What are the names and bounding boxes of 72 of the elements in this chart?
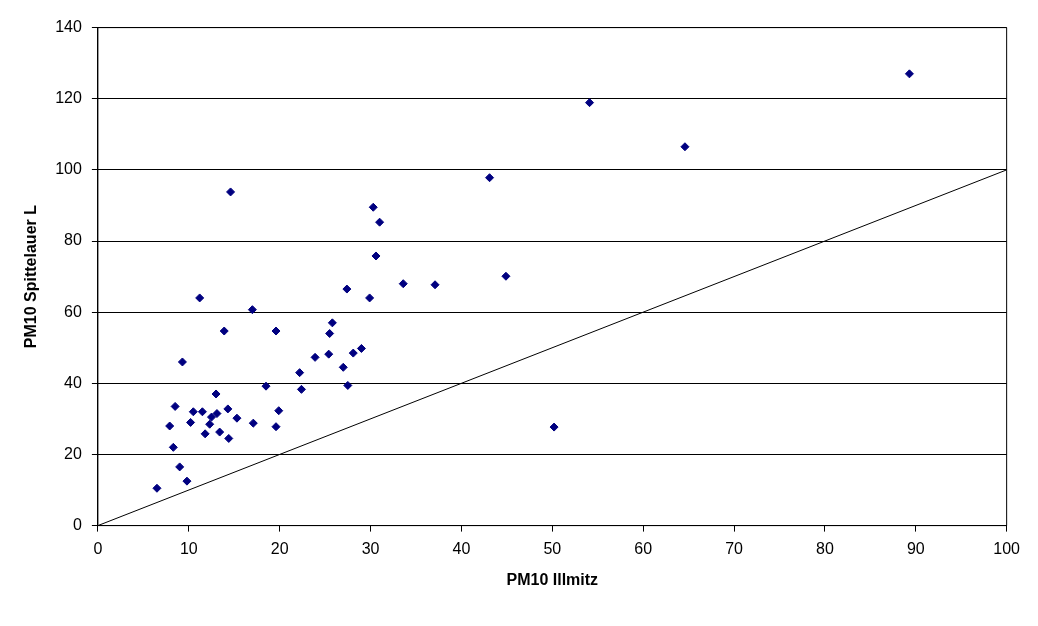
y-tick-label: 0 [72,516,82,534]
point [212,409,222,419]
point [904,69,914,79]
x-tick-label: 10 [179,539,198,557]
y-tick-label: 120 [55,89,82,107]
point [549,422,559,432]
point [365,293,375,303]
point [197,407,207,417]
x-tick-label: 70 [725,539,744,557]
y-tick-label: 100 [55,160,82,178]
point [224,433,234,443]
point [195,293,205,303]
point [371,251,381,261]
x-tick-label: 90 [906,539,925,557]
point [325,329,335,339]
point [398,279,408,289]
x-tick-label: 40 [452,539,471,557]
y-tick-label: 80 [64,231,82,249]
point [585,98,595,108]
point [310,352,320,362]
point [205,419,215,429]
x-tick-label: 80 [816,539,834,557]
point [170,401,180,411]
point [295,368,305,378]
y-tick-label: 20 [64,444,82,462]
point [680,142,690,152]
point [206,412,216,422]
y-axis-title: PM10 Spittelauer L [22,204,40,349]
point [232,413,242,423]
point [375,217,385,227]
point [168,442,178,452]
x-tick-label: 100 [993,539,1021,557]
point [219,326,229,336]
y-tick-label: 60 [64,302,82,320]
point [175,462,185,472]
point [188,407,198,417]
y-tick-label: 40 [64,373,82,391]
x-tick-label: 20 [270,539,289,557]
point [271,422,281,432]
point [152,483,162,493]
point [343,380,353,390]
point [430,280,440,290]
point [356,343,366,353]
x-tick-label: 50 [543,539,562,557]
point [226,187,236,197]
x-tick-label: 30 [361,539,380,557]
point [271,326,281,336]
point [327,318,337,328]
point [501,271,511,281]
point [200,429,210,439]
point [348,348,358,358]
y-tick-label: 140 [55,18,82,36]
point [165,421,175,431]
point [368,202,378,212]
point [324,349,334,359]
point [296,384,306,394]
x-tick-label: 0 [93,539,103,557]
point [177,357,187,367]
point [274,406,284,416]
point [223,404,233,414]
point [211,389,221,399]
point [261,381,271,391]
x-axis-title: PM10 Illmitz [506,570,599,588]
point [186,417,196,427]
point [248,418,258,428]
point [485,173,495,183]
point [215,427,225,437]
x-tick-label: 60 [634,539,653,557]
point [247,305,257,315]
point [338,362,348,372]
point [342,284,352,294]
point [182,476,192,486]
